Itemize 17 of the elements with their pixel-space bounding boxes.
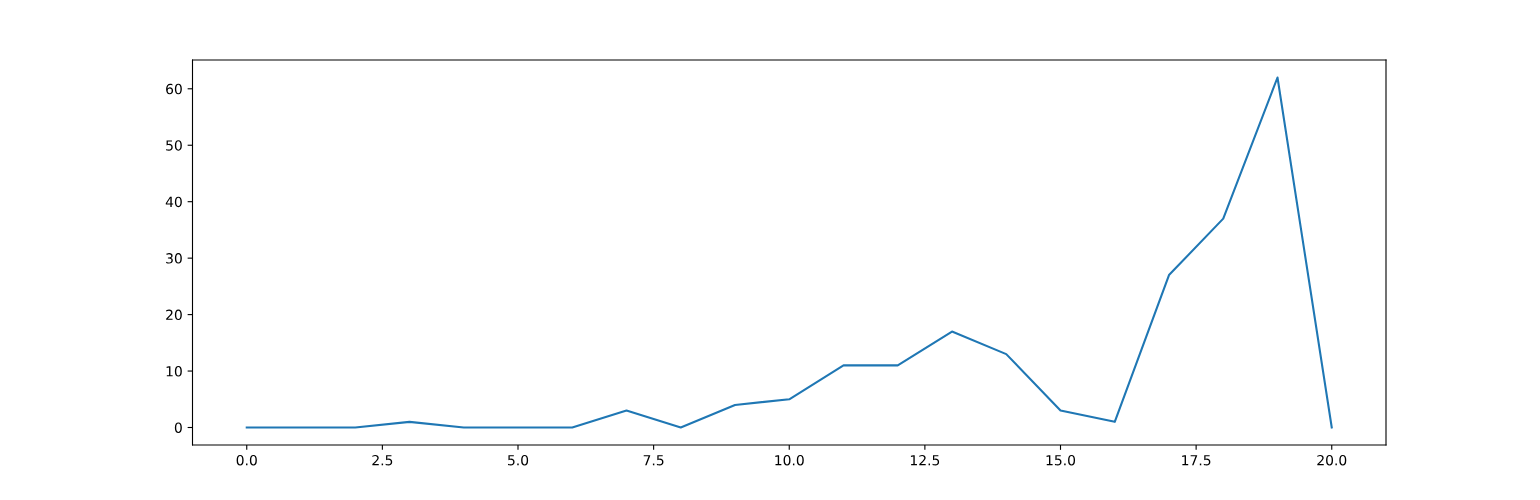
x-tick-label: 17.5	[1182, 455, 1211, 466]
y-tick-label: 30	[166, 253, 182, 264]
x-tick-label: 5.0	[508, 454, 529, 466]
y-tick-label: 10	[166, 366, 182, 377]
x-tick-label: 10.0	[775, 454, 804, 466]
x-tick-label: 15.0	[1046, 454, 1076, 466]
y-tick-label: 50	[166, 140, 182, 151]
x-tick-label: 2.5	[372, 454, 393, 466]
x-tick-label: 0.0	[236, 454, 257, 466]
y-tick-label: 60	[166, 83, 182, 95]
line-series	[245, 76, 1333, 429]
y-tick-label: 0	[174, 422, 182, 433]
x-tick-label: 20.0	[1317, 454, 1347, 466]
y-tick-label: 20	[166, 309, 182, 321]
x-tick-label: 12.5	[910, 454, 940, 466]
x-tick-label: 7.5	[643, 455, 664, 466]
y-tick-label: 40	[165, 196, 182, 208]
